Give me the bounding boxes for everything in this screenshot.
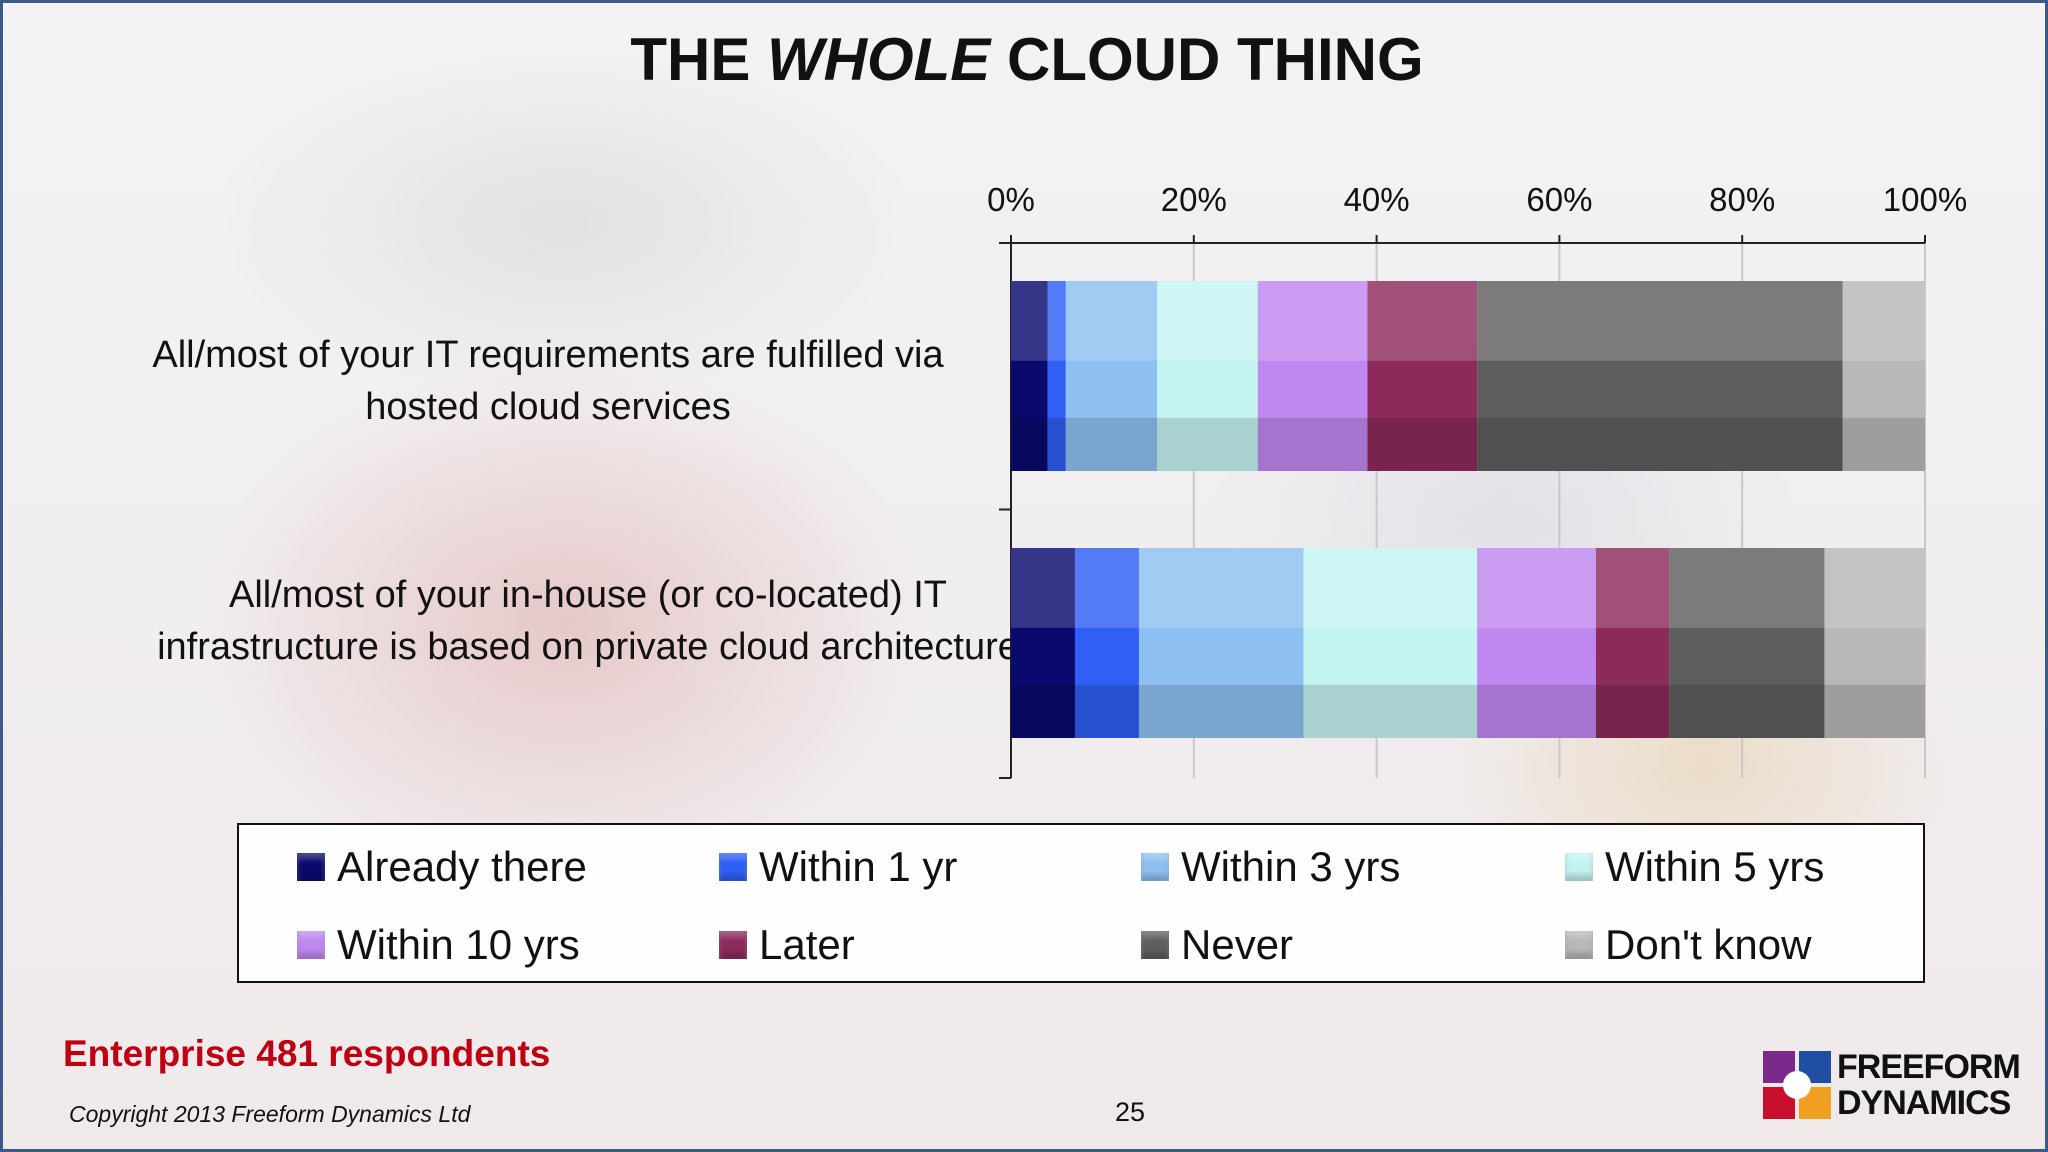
legend-label: Within 10 yrs [337,921,580,968]
bar-shade-1-6 [1669,684,1825,738]
legend-swatch [297,853,325,881]
bar-shine-1-4 [1477,548,1596,628]
bar-1-already-there [1011,548,1075,738]
legend-swatch [297,931,325,959]
legend-label: Within 1 yr [759,843,958,890]
bar-shine-0-7 [1842,281,1925,361]
category-label-private-cloud: All/most of your in-house (or co-located… [157,574,1019,668]
bar-0-within-5-yrs [1157,281,1258,471]
bar-0-don-t-know [1842,281,1925,471]
bar-shine-0-1 [1047,281,1066,361]
respondents-note: Enterprise 481 respondents [63,1033,551,1074]
bar-shine-0-3 [1157,281,1258,361]
bar-0-within-1-yr [1047,281,1066,471]
bar-shine-0-5 [1367,281,1478,361]
bar-1-don-t-know [1824,548,1925,738]
bar-shine-1-7 [1824,548,1925,628]
legend-item-already-there: Already there [297,841,587,893]
bar-shine-1-3 [1303,548,1478,628]
bar-shade-1-7 [1824,684,1925,738]
legend-item-within-10-yrs: Within 10 yrs [297,919,580,971]
bar-shine-1-0 [1011,548,1075,628]
x-tick-label-3: 60% [1526,181,1592,218]
bar-shade-0-1 [1047,417,1066,471]
bar-shade-1-3 [1303,684,1478,738]
legend-swatch [1565,853,1593,881]
bar-shade-0-2 [1065,417,1158,471]
bar-0-within-3-yrs [1065,281,1158,471]
bar-1-within-5-yrs [1303,548,1478,738]
bar-shine-1-1 [1074,548,1139,628]
freeform-dynamics-logo: FREEFORM DYNAMICS [1761,1049,2021,1123]
bar-shade-1-5 [1595,684,1670,738]
legend-label: Never [1181,921,1294,968]
bar-shade-0-0 [1011,417,1048,471]
legend-item-later: Later [719,919,855,971]
bar-shade-1-4 [1477,684,1596,738]
bar-shine-0-6 [1477,281,1843,361]
bar-1-within-1-yr [1074,548,1139,738]
bar-shine-0-2 [1065,281,1158,361]
stacked-bar-chart: 0% 20% 40% 60% 80% 100% [987,181,1967,779]
bar-1-within-10-yrs [1477,548,1596,738]
bar-shade-0-6 [1477,417,1843,471]
legend-item-within-1-yr: Within 1 yr [719,841,957,893]
bar-0-later [1367,281,1478,471]
bar-1-later [1595,548,1670,738]
x-tick-label-5: 100% [1883,181,1967,218]
bar-shade-0-5 [1367,417,1478,471]
bar-shine-1-6 [1669,548,1825,628]
legend-swatch [1141,931,1169,959]
legend-label: Don't know [1605,921,1812,968]
chart-legend: Already there Within 1 yr Within 3 yrs With… [237,823,1925,983]
legend-swatch [719,853,747,881]
x-tick-label-1: 20% [1161,181,1227,218]
bar-shade-0-4 [1257,417,1368,471]
legend-swatch [1141,853,1169,881]
bar-shade-1-2 [1138,684,1304,738]
legend-label: Within 5 yrs [1605,843,1825,890]
x-tick-label-2: 40% [1344,181,1410,218]
bar-shine-1-2 [1138,548,1304,628]
category-label-hosted-cloud: All/most of your IT requirements are ful… [152,334,944,428]
slide-title: THE WHOLE CLOUD THING [630,26,1424,93]
bar-shine-1-5 [1595,548,1670,628]
page-number: 25 [1115,1097,1146,1127]
legend-item-don-t-know: Don't know [1565,919,1811,971]
logo-mark-icon [1763,1051,1831,1119]
legend-label: Later [759,921,855,968]
bar-shade-0-3 [1157,417,1258,471]
bar-shade-1-1 [1074,684,1139,738]
x-tick-label-4: 80% [1709,181,1775,218]
bar-0-within-10-yrs [1257,281,1368,471]
title-emphasis: WHOLE [767,26,991,93]
bar-0-already-there [1011,281,1048,471]
bar-shine-0-0 [1011,281,1048,361]
legend-label: Within 3 yrs [1181,843,1401,890]
bar-1-never [1669,548,1825,738]
legend-swatch [1565,931,1593,959]
bar-shine-0-4 [1257,281,1368,361]
bar-1-within-3-yrs [1138,548,1304,738]
legend-swatch [719,931,747,959]
x-tick-label-0: 0% [987,181,1035,218]
bar-0-never [1477,281,1843,471]
legend-item-never: Never [1141,919,1293,971]
bar-shade-1-0 [1011,684,1075,738]
logo-text: FREEFORM DYNAMICS [1837,1048,2021,1122]
bar-shade-0-7 [1842,417,1925,471]
copyright-text: Copyright 2013 Freeform Dynamics Ltd [69,1101,471,1127]
legend-label: Already there [337,843,587,890]
legend-item-within-5-yrs: Within 5 yrs [1565,841,1824,893]
legend-item-within-3-yrs: Within 3 yrs [1141,841,1400,893]
